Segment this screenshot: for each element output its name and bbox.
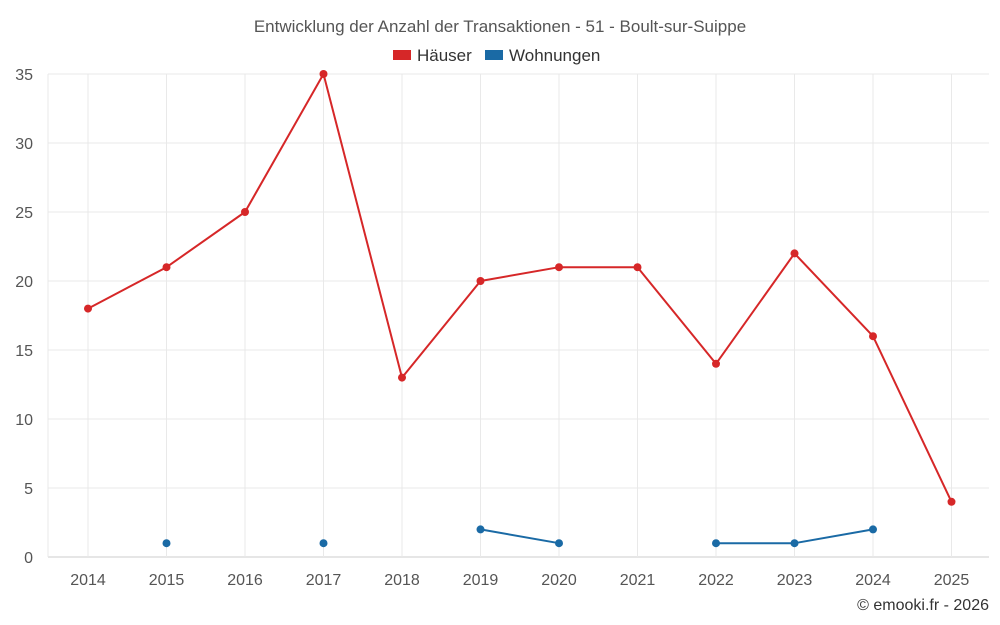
series-wohnungen-segment <box>793 528 874 545</box>
x-tick-label: 2019 <box>463 572 499 589</box>
series-haeuser-point[interactable] <box>319 70 328 78</box>
x-axis: 2014 2015 2016 2017 2018 2019 2020 2021 2022 2023… <box>70 572 969 589</box>
series-haeuser-segment <box>165 211 246 269</box>
series-haeuser-point[interactable] <box>84 304 92 313</box>
x-tick-label: 2014 <box>70 572 106 589</box>
y-tick-label: 0 <box>24 550 33 567</box>
series-haeuser-segment <box>322 73 403 379</box>
series-haeuser-point[interactable] <box>633 263 642 272</box>
series-haeuser-segment <box>636 266 717 365</box>
chart-title: Entwicklung der Anzahl der Transaktionen… <box>254 17 746 36</box>
series-wohnungen-point[interactable] <box>869 525 877 534</box>
legend-label-haeuser: Häuser <box>417 46 472 65</box>
series-wohnungen-point[interactable] <box>712 539 720 548</box>
series-haeuser-point[interactable] <box>790 249 799 258</box>
series-layer <box>84 70 956 548</box>
legend-swatch-haeuser <box>393 50 411 60</box>
series-haeuser-point[interactable] <box>241 208 249 216</box>
series-haeuser-point[interactable] <box>162 263 171 272</box>
series-haeuser-segment <box>872 335 953 503</box>
legend-label-wohnungen: Wohnungen <box>509 46 600 65</box>
y-tick-label: 15 <box>15 343 33 360</box>
x-tick-label: 2023 <box>777 572 813 589</box>
series-haeuser-segment <box>479 266 560 282</box>
x-tick-label: 2020 <box>541 572 577 589</box>
legend: Häuser Wohnungen <box>393 46 600 65</box>
x-tick-label: 2018 <box>384 572 420 589</box>
series-haeuser-point[interactable] <box>947 497 956 506</box>
x-tick-label: 2025 <box>934 572 970 589</box>
series-wohnungen-segment <box>479 528 560 545</box>
series-haeuser-segment <box>401 280 482 379</box>
gridlines <box>47 73 989 558</box>
series-haeuser-segment <box>793 252 874 338</box>
y-tick-label: 5 <box>24 481 33 498</box>
series-wohnungen-point[interactable] <box>555 539 563 548</box>
series-wohnungen-point[interactable] <box>162 539 171 548</box>
series-haeuser-segment <box>244 73 325 213</box>
series-haeuser-segment <box>715 252 796 365</box>
y-tick-label: 30 <box>15 136 33 153</box>
series-wohnungen <box>162 525 877 548</box>
y-tick-label: 10 <box>15 412 33 429</box>
y-tick-label: 25 <box>15 205 33 222</box>
y-tick-label: 35 <box>15 67 33 84</box>
y-axis: 0 5 10 15 20 25 30 35 <box>15 67 33 567</box>
x-tick-label: 2022 <box>698 572 734 589</box>
legend-swatch-wohnungen <box>485 50 503 60</box>
x-tick-label: 2024 <box>855 572 891 589</box>
series-haeuser <box>84 70 956 506</box>
x-tick-label: 2016 <box>227 572 263 589</box>
series-haeuser-point[interactable] <box>476 277 485 285</box>
series-haeuser-point[interactable] <box>712 359 720 368</box>
x-tick-label: 2015 <box>149 572 185 589</box>
series-wohnungen-point[interactable] <box>476 525 485 534</box>
series-haeuser-point[interactable] <box>555 263 563 272</box>
series-haeuser-point[interactable] <box>398 373 406 382</box>
x-tick-label: 2021 <box>620 572 656 589</box>
series-wohnungen-point[interactable] <box>790 539 799 548</box>
series-haeuser-point[interactable] <box>869 332 877 341</box>
series-haeuser-segment <box>87 266 168 310</box>
x-tick-label: 2017 <box>306 572 342 589</box>
series-wohnungen-point[interactable] <box>319 539 328 548</box>
y-tick-label: 20 <box>15 274 33 291</box>
credit-text: © emooki.fr - 2026 <box>857 597 989 614</box>
